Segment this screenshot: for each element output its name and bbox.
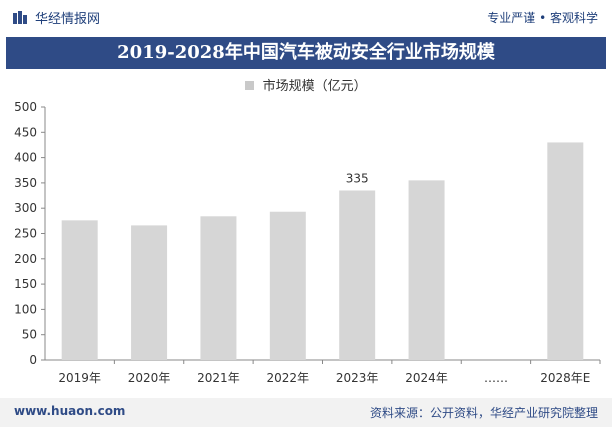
x-tick-label: 2022年: [267, 371, 310, 385]
bar-chart: 0 50 100 150 200 250 300 350 400 450 500 2019年 2020年…: [14, 100, 601, 385]
x-tick-label: 2024年: [405, 371, 448, 385]
y-tick-label: 200: [14, 252, 37, 266]
data-label: 335: [346, 171, 369, 185]
chart-title: 2019-2028年中国汽车被动安全行业市场规模: [6, 37, 606, 69]
x-tick-label: 2020年: [128, 371, 171, 385]
x-tick-label: 2028年E: [540, 371, 590, 385]
y-tick-label: 250: [14, 227, 37, 241]
legend-swatch: [245, 81, 255, 90]
y-tick-label: 400: [14, 151, 37, 165]
footer: www.huaon.com 资料来源：公开资料，华经产业研究院整理: [0, 398, 612, 427]
bar: [339, 190, 376, 360]
brand[interactable]: 华经情报网: [12, 8, 100, 27]
y-tick-label: 50: [22, 328, 37, 342]
x-tick-label: ……: [484, 371, 508, 385]
bar: [200, 216, 237, 360]
x-tick-label: 2023年: [336, 371, 379, 385]
y-tick-label: 300: [14, 201, 37, 215]
footer-source: 资料来源：公开资料，华经产业研究院整理: [369, 406, 598, 420]
bar: [61, 220, 98, 360]
y-tick-label: 0: [29, 353, 37, 367]
chart-legend: 市场规模（亿元）: [0, 75, 612, 94]
bar: [131, 225, 168, 360]
x-tick-label: 2019年: [58, 371, 101, 385]
legend-label: 市场规模（亿元）: [262, 79, 367, 94]
y-tick-label: 150: [14, 277, 37, 291]
y-tick-label: 350: [14, 176, 37, 190]
y-tick-label: 450: [14, 125, 37, 139]
bar: [408, 180, 445, 360]
y-tick-label: 100: [14, 302, 37, 316]
y-tick-label: 500: [14, 100, 37, 114]
bar: [547, 142, 584, 360]
top-bar: 华经情报网 专业严谨 • 客观科学: [0, 0, 612, 34]
x-tick-label: 2021年: [197, 371, 240, 385]
slogan: 专业严谨 • 客观科学: [487, 11, 598, 25]
brand-name: 华经情报网: [35, 12, 101, 27]
footer-url[interactable]: www.huaon.com: [14, 404, 126, 418]
brand-logo-icon: [13, 10, 27, 24]
bar: [269, 211, 306, 360]
